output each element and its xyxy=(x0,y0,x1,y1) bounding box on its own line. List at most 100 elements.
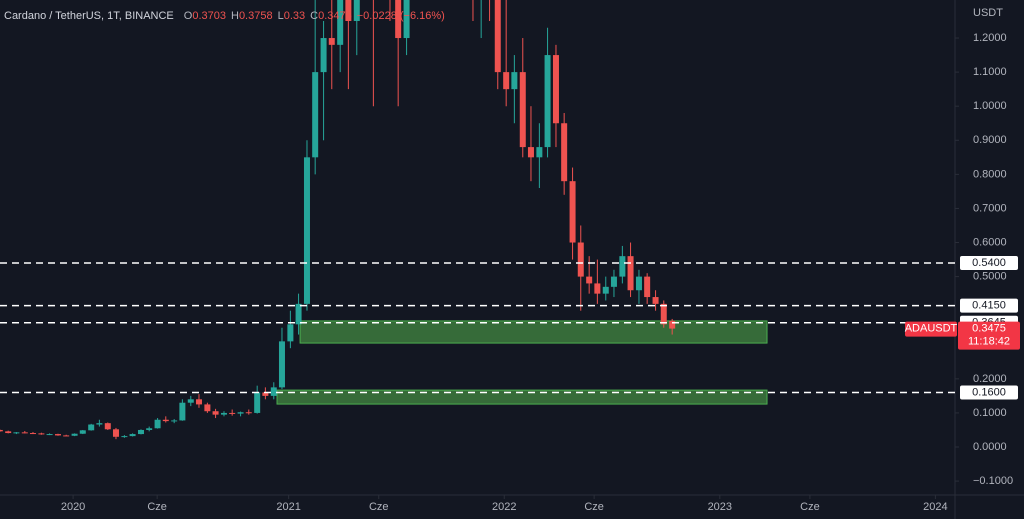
candle-body xyxy=(569,181,576,243)
candle-body xyxy=(320,38,327,73)
candle-body xyxy=(104,423,111,430)
candle-body xyxy=(171,420,178,422)
candle-body xyxy=(519,72,526,148)
price-tag-symbol-box xyxy=(905,321,957,337)
candle-body xyxy=(619,256,626,277)
candle-body xyxy=(586,276,593,284)
x-tick-label: Cze xyxy=(800,501,820,513)
legend-header: Cardano / TetherUS, 1T, BINANCE O0.3703 H0… xyxy=(4,10,445,22)
x-tick-label: 2022 xyxy=(492,501,516,513)
candle-body xyxy=(627,256,634,291)
candle-body xyxy=(494,0,501,73)
candle-body xyxy=(13,432,20,434)
price-tag-box xyxy=(958,321,1020,350)
candle-body xyxy=(395,0,402,39)
candle-body xyxy=(503,72,510,90)
candle-body xyxy=(179,402,186,421)
candle-body xyxy=(527,147,534,158)
y-tick-label: 0.9000 xyxy=(973,134,1007,146)
candle-body xyxy=(162,419,169,422)
candle-body xyxy=(129,434,136,437)
candle-body xyxy=(403,0,410,39)
candle-body xyxy=(577,242,584,277)
candle-body xyxy=(29,433,36,435)
ohlc-value: 0.3758 xyxy=(239,10,273,22)
ohlc-letter: L xyxy=(278,10,284,22)
symbol-title: Cardano / TetherUS, 1T, BINANCE xyxy=(4,10,174,22)
y-tick-label: 1.2000 xyxy=(973,32,1007,44)
candle-body xyxy=(5,431,12,434)
candle-body xyxy=(544,55,551,148)
price-tag-countdown: 11:18:42 xyxy=(968,335,1010,347)
ohlc-letter: H xyxy=(231,10,239,22)
candle-body xyxy=(295,303,302,325)
candle-body xyxy=(112,429,119,437)
candle-body xyxy=(220,412,227,415)
x-tick-label: 2023 xyxy=(708,501,732,513)
candle-body xyxy=(212,411,219,415)
x-tick-label: Cze xyxy=(584,501,604,513)
candle-body xyxy=(154,419,161,429)
level-label-box xyxy=(960,255,1018,270)
support-zone xyxy=(276,389,768,405)
candle-body xyxy=(63,435,70,437)
candle-body xyxy=(669,320,676,329)
ohlc-letter: C xyxy=(310,10,318,22)
ohlc-value: 0.3475 xyxy=(318,10,352,22)
candle-body xyxy=(54,434,61,436)
support-zone xyxy=(299,320,768,344)
level-label-box xyxy=(960,298,1018,313)
candle-body xyxy=(245,412,252,414)
candle-body xyxy=(328,38,335,45)
change-label: −0.0228 (−6.16%) xyxy=(357,10,445,22)
y-tick-label: 0.2000 xyxy=(973,373,1007,385)
candle-body xyxy=(137,429,144,435)
candle-body xyxy=(187,399,194,403)
y-tick-label: 1.0000 xyxy=(973,100,1007,112)
candle-body xyxy=(652,297,659,304)
x-tick-label: Cze xyxy=(369,501,389,513)
y-tick-label: 0.0000 xyxy=(973,441,1007,453)
candle-body xyxy=(79,430,86,434)
candle-body xyxy=(88,424,95,431)
x-tick-label: 2020 xyxy=(61,501,85,513)
price-tag-value: 0.3475 xyxy=(972,322,1006,334)
candle-body xyxy=(195,399,202,405)
candle-body xyxy=(536,147,543,158)
ohlc-letter: O xyxy=(184,10,193,22)
candle-body xyxy=(511,72,518,90)
y-tick-label: 0.5000 xyxy=(973,271,1007,283)
candle-body xyxy=(337,0,344,45)
x-tick-label: 2024 xyxy=(923,501,947,513)
candle-body xyxy=(96,423,103,425)
candle-body xyxy=(262,392,269,396)
candle-body xyxy=(71,433,78,436)
candle-body xyxy=(146,428,153,430)
y-tick-label: 0.6000 xyxy=(973,236,1007,248)
y-tick-label: 1.1000 xyxy=(973,66,1007,78)
candle-body xyxy=(278,341,285,388)
x-tick-label: Cze xyxy=(147,501,167,513)
ohlc-value: 0.33 xyxy=(284,10,305,22)
candle-body xyxy=(38,433,45,435)
candle-body xyxy=(644,276,651,298)
price-tag-symbol: ADAUSDT xyxy=(905,322,958,334)
level-label: 0.5400 xyxy=(972,257,1006,269)
plot-area xyxy=(0,0,768,440)
candle-body xyxy=(345,0,352,21)
level-label: 0.4150 xyxy=(972,299,1006,311)
candle-body xyxy=(229,412,236,414)
candle-body xyxy=(237,412,244,414)
candle-body xyxy=(552,55,559,124)
y-tick-label: 0.1000 xyxy=(973,407,1007,419)
y-tick-label: −0.1000 xyxy=(973,475,1013,487)
ohlc-value: 0.3703 xyxy=(192,10,226,22)
candle-body xyxy=(594,283,601,294)
candle-body xyxy=(204,404,211,412)
y-tick-label: 0.8000 xyxy=(973,168,1007,180)
candle-body xyxy=(660,303,667,325)
candle-body xyxy=(0,429,3,432)
candle-body xyxy=(121,436,128,438)
candle-body xyxy=(303,157,310,304)
